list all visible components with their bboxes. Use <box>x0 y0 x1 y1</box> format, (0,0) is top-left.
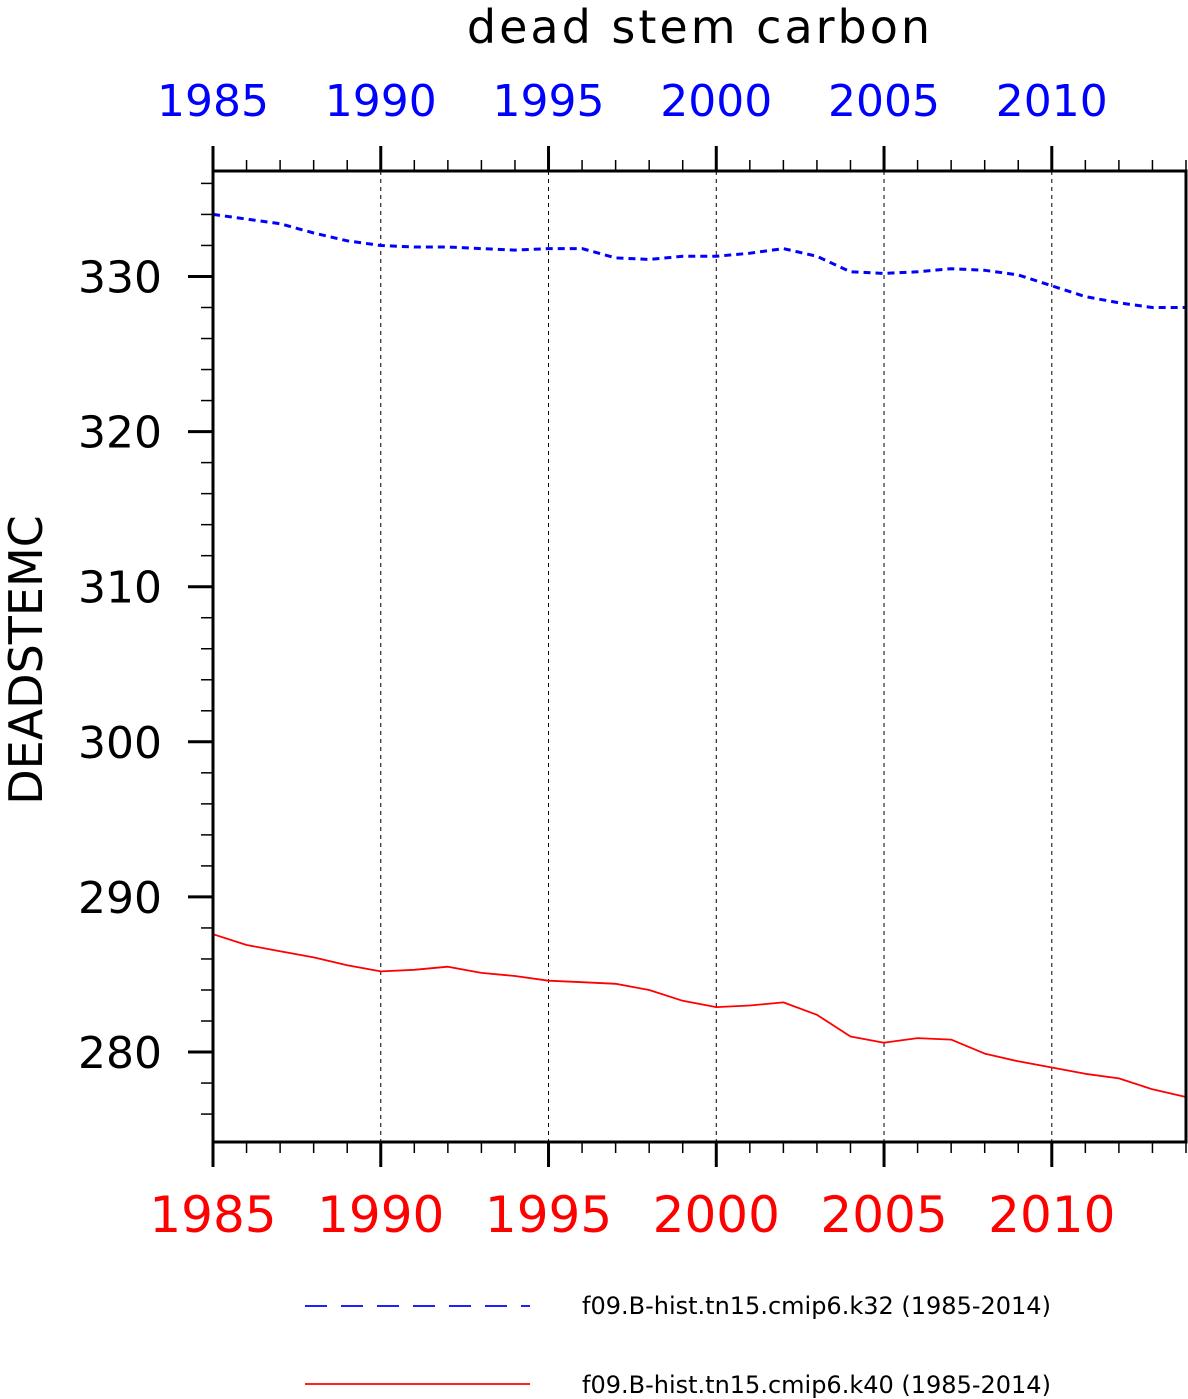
series-lines <box>212 212 1187 1098</box>
bottom-x-tick-label-2005: 2005 <box>820 1186 947 1244</box>
y-axis-label: DEADSTEMC <box>0 515 53 805</box>
top-x-tick-label-1990: 1990 <box>325 76 437 127</box>
legend-label-k40: f09.B-hist.tn15.cmip6.k40 (1985-2014) <box>582 1371 1051 1399</box>
plot-area-border <box>211 169 1188 1144</box>
y-tick-label-290: 290 <box>78 873 162 924</box>
top-x-axis-tick-labels: 1985 1990 1995 2000 2005 2010 <box>157 76 1108 127</box>
top-x-tick-label-2010: 2010 <box>996 76 1108 127</box>
y-axis-tick-labels: 280 290 300 310 320 330 <box>78 252 162 1079</box>
top-x-tick-label-2000: 2000 <box>660 76 772 127</box>
legend: f09.B-hist.tn15.cmip6.k32 (1985-2014) f0… <box>305 1292 1051 1399</box>
top-x-tick-label-1995: 1995 <box>493 76 605 127</box>
bottom-x-tick-label-1995: 1995 <box>485 1186 612 1244</box>
bottom-x-tick-label-2010: 2010 <box>988 1186 1115 1244</box>
plot-frame <box>211 169 1188 1144</box>
y-tick-label-280: 280 <box>78 1028 162 1079</box>
series-line-0 <box>212 212 1186 309</box>
bottom-x-tick-label-1985: 1985 <box>149 1186 276 1244</box>
bottom-x-tick-label-2000: 2000 <box>653 1186 780 1244</box>
top-x-tick-label-1985: 1985 <box>157 76 269 127</box>
series-line-1 <box>212 933 1187 1098</box>
y-tick-label-330: 330 <box>78 252 162 303</box>
top-x-tick-label-2005: 2005 <box>828 76 940 127</box>
bottom-x-axis-tick-labels: 1985 1990 1995 2000 2005 2010 <box>149 1186 1115 1244</box>
axis-ticks <box>188 146 1187 1167</box>
y-tick-label-320: 320 <box>78 408 162 459</box>
bottom-x-tick-label-1990: 1990 <box>317 1186 444 1244</box>
vertical-gridlines <box>380 171 1053 1142</box>
legend-label-k32: f09.B-hist.tn15.cmip6.k32 (1985-2014) <box>582 1292 1051 1320</box>
y-tick-label-300: 300 <box>78 718 162 769</box>
y-tick-label-310: 310 <box>78 563 162 614</box>
chart-title: dead stem carbon <box>467 0 933 54</box>
